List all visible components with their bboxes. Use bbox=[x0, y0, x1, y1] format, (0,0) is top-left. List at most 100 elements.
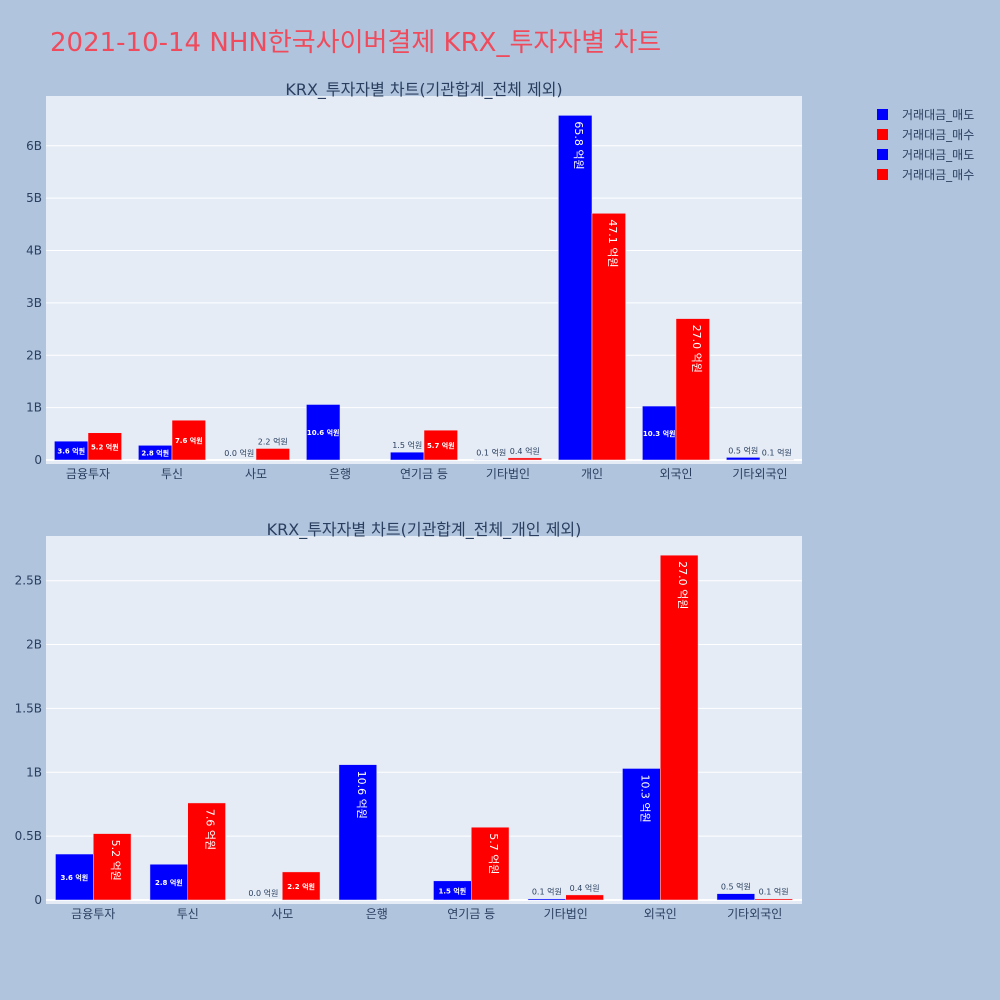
legend-entry: 거래대금_매도 bbox=[902, 108, 974, 122]
y-tick-label: 0 bbox=[34, 893, 42, 907]
x-tick-label: 연기금 등 bbox=[400, 467, 448, 481]
data-label: 0.0 억원 bbox=[224, 448, 254, 458]
y-tick-label: 1B bbox=[26, 401, 42, 415]
data-label: 0.5 억원 bbox=[721, 882, 751, 892]
x-tick-label: 투신 bbox=[177, 907, 199, 921]
bar-buy bbox=[87, 432, 122, 461]
x-tick-label: 금융투자 bbox=[71, 907, 115, 921]
x-tick-label: 기타외국인 bbox=[727, 907, 782, 921]
bar-sell bbox=[716, 893, 756, 901]
data-label: 0.1 억원 bbox=[532, 887, 562, 897]
y-tick-label: 0 bbox=[34, 453, 42, 467]
data-label: 7.6 억원 bbox=[175, 436, 203, 445]
data-label: 5.7 억원 bbox=[427, 441, 455, 450]
bar-sell bbox=[390, 451, 425, 461]
data-label: 5.7 억원 bbox=[487, 833, 500, 874]
y-tick-label: 6B bbox=[26, 139, 42, 153]
x-tick-label: 기타외국인 bbox=[732, 467, 787, 481]
y-tick-label: 2B bbox=[26, 638, 42, 652]
x-tick-label: 금융투자 bbox=[66, 467, 110, 481]
bar-buy bbox=[591, 213, 626, 461]
bar-sell bbox=[527, 898, 567, 901]
x-tick-label: 외국인 bbox=[659, 467, 692, 481]
data-label: 1.5 억원 bbox=[392, 440, 422, 450]
bar-buy bbox=[171, 419, 206, 461]
y-tick-label: 4B bbox=[26, 244, 42, 258]
bar-buy bbox=[675, 318, 710, 461]
data-label: 10.3 억원 bbox=[643, 429, 676, 438]
y-tick-label: 3B bbox=[26, 296, 42, 310]
data-label: 2.2 억원 bbox=[287, 882, 315, 891]
data-label: 65.8 억원 bbox=[572, 121, 585, 169]
data-label: 10.6 억원 bbox=[355, 771, 368, 819]
data-label: 2.8 억원 bbox=[141, 449, 169, 458]
data-label: 0.1 억원 bbox=[759, 887, 789, 897]
data-label: 1.5 억원 bbox=[438, 886, 466, 895]
data-label: 2.2 억원 bbox=[258, 436, 288, 446]
bar-buy bbox=[282, 871, 321, 901]
bar-sell bbox=[642, 405, 677, 461]
bar-sell bbox=[726, 457, 761, 461]
data-label: 0.1 억원 bbox=[476, 447, 506, 457]
x-tick-label: 은행 bbox=[329, 466, 351, 481]
data-label: 10.6 억원 bbox=[307, 428, 340, 437]
bar-buy bbox=[759, 459, 794, 461]
data-label: 0.1 억원 bbox=[762, 447, 792, 457]
bar-sell bbox=[149, 863, 188, 901]
y-tick-label: 5B bbox=[26, 191, 42, 205]
data-label: 27.0 억원 bbox=[676, 561, 689, 609]
bar-buy bbox=[507, 457, 542, 461]
x-tick-label: 외국인 bbox=[644, 907, 677, 921]
x-tick-label: 사모 bbox=[245, 467, 267, 481]
y-tick-label: 1.5B bbox=[15, 701, 42, 715]
legend-entry: 거래대금_매수 bbox=[902, 128, 974, 142]
chart-subtitle: KRX_투자자별 차트(기관합계_전체 제외) bbox=[285, 80, 562, 100]
y-tick-label: 2.5B bbox=[15, 574, 42, 588]
bar-buy bbox=[423, 429, 458, 461]
chart-subtitle: KRX_투자자별 차트(기관합계_전체_개인 제외) bbox=[267, 520, 582, 540]
legend-swatch bbox=[877, 109, 888, 120]
bar-buy bbox=[471, 826, 510, 901]
bar-sell bbox=[55, 853, 94, 901]
legend-swatch bbox=[877, 129, 888, 140]
bar-sell bbox=[306, 404, 341, 461]
bar-sell bbox=[474, 459, 509, 461]
legend-swatch bbox=[877, 169, 888, 180]
bar-sell bbox=[338, 764, 378, 901]
legend-swatch bbox=[877, 149, 888, 160]
data-label: 5.2 억원 bbox=[91, 442, 119, 451]
legend-entry: 거래대금_매도 bbox=[902, 148, 974, 162]
page-title: 2021-10-14 NHN한국사이버결제 KRX_투자자별 차트 bbox=[50, 28, 662, 58]
x-tick-label: 사모 bbox=[271, 907, 293, 921]
data-label: 0.4 억원 bbox=[570, 883, 600, 893]
y-tick-label: 1B bbox=[26, 765, 42, 779]
bar-buy bbox=[187, 802, 226, 901]
data-label: 27.0 억원 bbox=[690, 325, 703, 373]
data-label: 3.6 억원 bbox=[57, 447, 85, 456]
bar-buy bbox=[565, 894, 604, 901]
bar-buy bbox=[754, 898, 793, 901]
bar-buy bbox=[660, 554, 699, 901]
data-label: 7.6 억원 bbox=[204, 809, 217, 850]
legend-entry: 거래대금_매수 bbox=[902, 168, 974, 182]
data-label: 2.8 억원 bbox=[155, 878, 183, 887]
x-tick-label: 은행 bbox=[366, 906, 388, 921]
bar-sell bbox=[558, 115, 593, 461]
data-label: 10.3 억원 bbox=[638, 774, 651, 822]
data-label: 0.4 억원 bbox=[510, 446, 540, 456]
x-tick-label: 투신 bbox=[161, 467, 183, 481]
data-label: 47.1 억원 bbox=[606, 219, 619, 267]
bar-buy bbox=[93, 833, 132, 901]
data-label: 0.5 억원 bbox=[728, 445, 758, 455]
y-tick-label: 2B bbox=[26, 348, 42, 362]
x-tick-label: 연기금 등 bbox=[447, 907, 495, 921]
data-label: 3.6 억원 bbox=[60, 873, 88, 882]
x-tick-label: 기타법인 bbox=[486, 467, 530, 481]
y-tick-label: 0.5B bbox=[15, 829, 42, 843]
data-label: 5.2 억원 bbox=[109, 840, 122, 881]
x-tick-label: 기타법인 bbox=[544, 907, 588, 921]
